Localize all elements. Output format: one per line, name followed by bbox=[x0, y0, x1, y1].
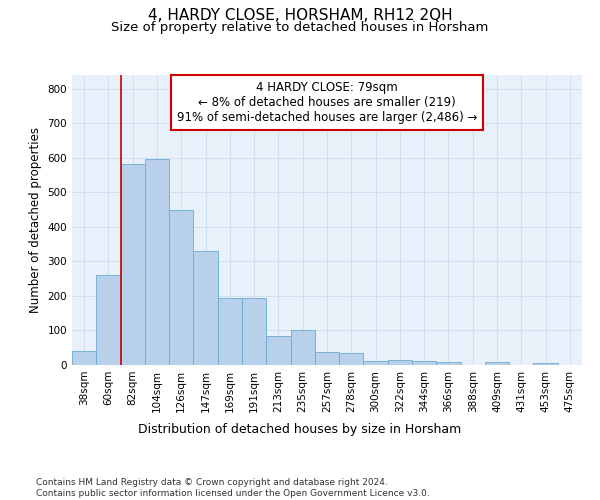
Text: 4, HARDY CLOSE, HORSHAM, RH12 2QH: 4, HARDY CLOSE, HORSHAM, RH12 2QH bbox=[148, 8, 452, 22]
Bar bbox=[339, 353, 364, 365]
Bar bbox=[242, 298, 266, 365]
Bar bbox=[412, 361, 436, 365]
Bar bbox=[266, 336, 290, 365]
Bar bbox=[485, 362, 509, 365]
Bar bbox=[388, 360, 412, 365]
Y-axis label: Number of detached properties: Number of detached properties bbox=[29, 127, 42, 313]
Bar bbox=[72, 350, 96, 365]
Text: Distribution of detached houses by size in Horsham: Distribution of detached houses by size … bbox=[139, 422, 461, 436]
Bar bbox=[96, 274, 121, 365]
Bar bbox=[364, 360, 388, 365]
Bar bbox=[145, 158, 169, 365]
Bar bbox=[533, 364, 558, 365]
Bar bbox=[218, 298, 242, 365]
Bar bbox=[290, 330, 315, 365]
Text: 4 HARDY CLOSE: 79sqm
← 8% of detached houses are smaller (219)
91% of semi-detac: 4 HARDY CLOSE: 79sqm ← 8% of detached ho… bbox=[177, 81, 477, 124]
Bar bbox=[169, 210, 193, 365]
Text: Size of property relative to detached houses in Horsham: Size of property relative to detached ho… bbox=[112, 21, 488, 34]
Bar bbox=[121, 164, 145, 365]
Bar bbox=[193, 251, 218, 365]
Bar bbox=[436, 362, 461, 365]
Bar bbox=[315, 352, 339, 365]
Text: Contains HM Land Registry data © Crown copyright and database right 2024.
Contai: Contains HM Land Registry data © Crown c… bbox=[36, 478, 430, 498]
